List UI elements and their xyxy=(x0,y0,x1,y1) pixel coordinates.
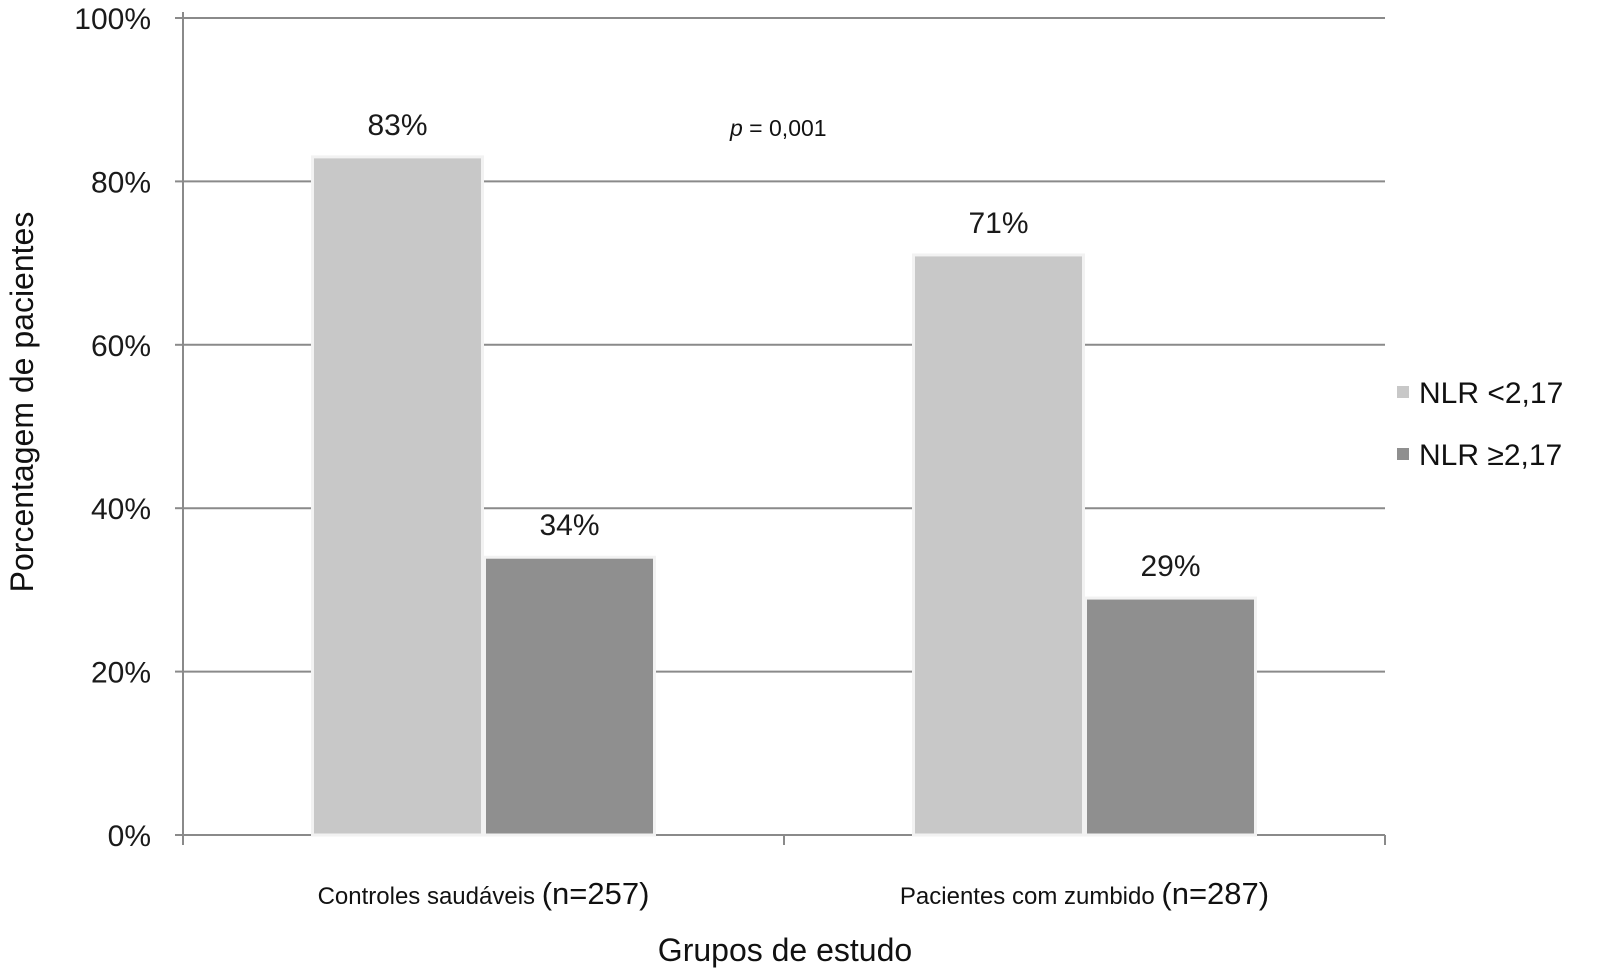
legend-swatch-nlr-high xyxy=(1397,448,1409,460)
y-axis-title: Porcentagem de pacientes xyxy=(4,212,40,593)
data-labels: 83% 34% 71% 29% xyxy=(367,109,1200,583)
data-label-series0-cat1: 71% xyxy=(968,207,1028,240)
x-category-label-1: Pacientes com zumbido (n=287) xyxy=(900,876,1269,911)
bar-series1-cat0 xyxy=(483,555,656,837)
category-name-1: Pacientes com zumbido xyxy=(900,883,1161,910)
data-label-series0-cat0: 83% xyxy=(367,109,427,142)
y-tick-label-40: 40% xyxy=(91,493,151,526)
category-n-1: (n=287) xyxy=(1161,876,1269,911)
legend-label-nlr-low: NLR <2,17 xyxy=(1419,377,1563,410)
bars xyxy=(311,155,1257,837)
p-value-annotation: p = 0,001 xyxy=(729,115,827,141)
bar-series1-cat1 xyxy=(1084,596,1257,837)
category-n-0: (n=257) xyxy=(542,876,650,911)
bar-series0-cat0 xyxy=(311,155,484,837)
y-tick-labels: 0% 20% 40% 60% 80% 100% xyxy=(74,3,151,853)
y-tick-label-0: 0% xyxy=(108,820,151,853)
category-name-0: Controles saudáveis xyxy=(318,883,542,910)
x-axis-title: Grupos de estudo xyxy=(658,932,912,968)
y-tick-label-100: 100% xyxy=(74,3,151,36)
legend: NLR <2,17 NLR ≥2,17 xyxy=(1397,377,1563,472)
legend-label-nlr-high: NLR ≥2,17 xyxy=(1419,439,1562,472)
legend-swatch-nlr-low xyxy=(1397,386,1409,398)
data-label-series1-cat0: 34% xyxy=(539,509,599,542)
y-tick-label-80: 80% xyxy=(91,166,151,199)
x-category-label-0: Controles saudáveis (n=257) xyxy=(318,876,650,911)
y-tick-label-60: 60% xyxy=(91,330,151,363)
bar-series0-cat1 xyxy=(912,253,1085,837)
y-tick-label-20: 20% xyxy=(91,657,151,690)
data-label-series1-cat1: 29% xyxy=(1140,550,1200,583)
x-category-labels: Controles saudáveis (n=257) Pacientes com… xyxy=(318,876,1270,911)
